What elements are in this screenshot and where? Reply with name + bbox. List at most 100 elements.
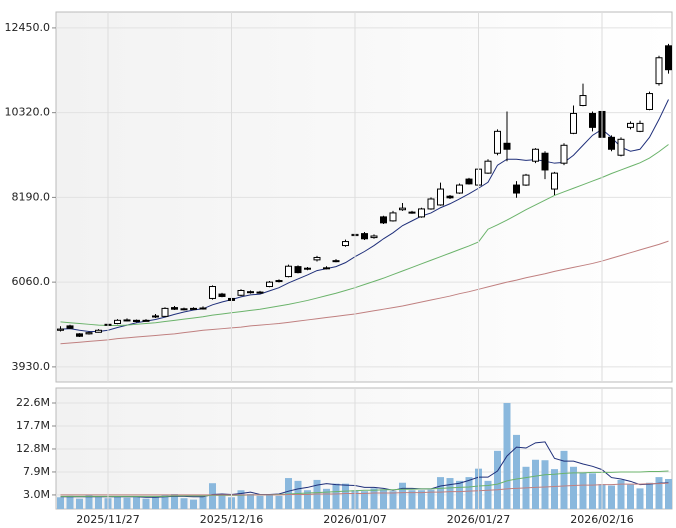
volume-bar [627,484,634,509]
volume-bar [389,491,397,509]
volume-bar [323,488,330,509]
volume-bar [199,496,207,509]
volume-bar [494,450,501,509]
y-tick-label: 10320.0 [5,106,51,119]
volume-bar [332,483,340,509]
x-tick-label: 2026/02/16 [570,513,633,526]
candle-body [484,160,492,174]
y-tick-label: 17.7M [16,419,50,432]
volume-bar [418,490,425,509]
volume-bar [437,477,444,509]
moving-average-line [60,144,669,327]
candle-body [427,198,435,210]
candle-body [123,319,131,322]
moving-average-line [60,441,669,498]
volume-bar [513,434,520,509]
volume-bar [209,483,216,509]
volume-bar [399,482,406,509]
candle-body [636,122,644,132]
volume-bar [636,488,644,509]
volume-bar [484,480,492,509]
y-tick-label: 22.6M [16,396,50,409]
candle-body [465,178,473,185]
volume-bar [408,490,416,509]
volume-bar [541,460,549,509]
volume-bar [133,497,140,509]
volume-bar [218,494,226,509]
candle-body [532,148,539,162]
candle-body [171,307,178,310]
moving-average-line [60,240,669,345]
volume-bar [142,498,150,509]
volume-bar [161,494,169,509]
x-tick-label: 2025/11/27 [76,513,139,526]
candle-body [323,267,330,270]
volume-bar [180,498,188,509]
y-tick-label: 3930.0 [12,360,51,373]
volume-bar [465,477,473,509]
candle-body [494,130,501,154]
candle-body [418,208,425,218]
volume-bar [171,493,178,509]
candle-body [256,291,264,294]
candle-body [399,207,406,211]
volume-bar [570,466,577,509]
y-tick-label: 8190.0 [12,190,51,203]
volume-bar [152,496,159,509]
moving-average-line [60,470,669,497]
candle-body [437,188,444,206]
y-tick-label: 7.9M [23,465,50,478]
candle-body [57,328,64,331]
candle-body [541,152,549,171]
candle-body [551,172,558,190]
candle-body [304,267,311,270]
candle-body [95,329,102,333]
x-tick-label: 2025/12/16 [200,513,263,526]
volume-bar [66,495,74,509]
candle-body [589,112,596,128]
candle-body [627,122,634,128]
volume-bar [655,477,663,509]
candle-body [646,93,653,110]
volume-bar [85,494,93,509]
volume-bar [551,469,558,509]
volume-bar [76,498,83,509]
candle-body [655,57,663,85]
volume-bar [665,478,672,509]
candle-body [133,319,140,323]
volume-bar [266,493,273,509]
volume-bar [427,489,435,509]
candle-body [456,184,463,194]
candle-body [332,260,340,263]
volume-bar [446,478,454,509]
candle-body [361,233,368,240]
x-tick-label: 2026/01/07 [323,513,386,526]
volume-bar [608,485,615,509]
volume-bar [589,473,596,509]
candle-body [608,136,615,150]
candle-body [665,45,672,71]
volume-bar [456,480,463,509]
candle-body [190,307,197,310]
candle-body [66,325,74,329]
volume-bar [617,479,625,509]
candle-body [617,138,625,156]
candle-body [503,142,511,150]
y-tick-label: 12.8M [16,442,50,455]
y-tick-label: 12450.0 [5,21,51,34]
candle-body [380,216,387,224]
candle-body [180,308,188,311]
volume-bar [304,490,311,509]
candle-body [513,184,520,194]
y-tick-label: 3.0M [23,488,50,501]
candle-body [266,281,273,288]
volume-bar [57,497,64,509]
candle-body [446,195,454,199]
candle-body [313,256,321,261]
candle-body [247,291,254,294]
y-tick-label: 6060.0 [12,275,51,288]
candle-body [522,174,530,186]
candle-body [285,265,292,278]
candle-body [560,144,568,164]
